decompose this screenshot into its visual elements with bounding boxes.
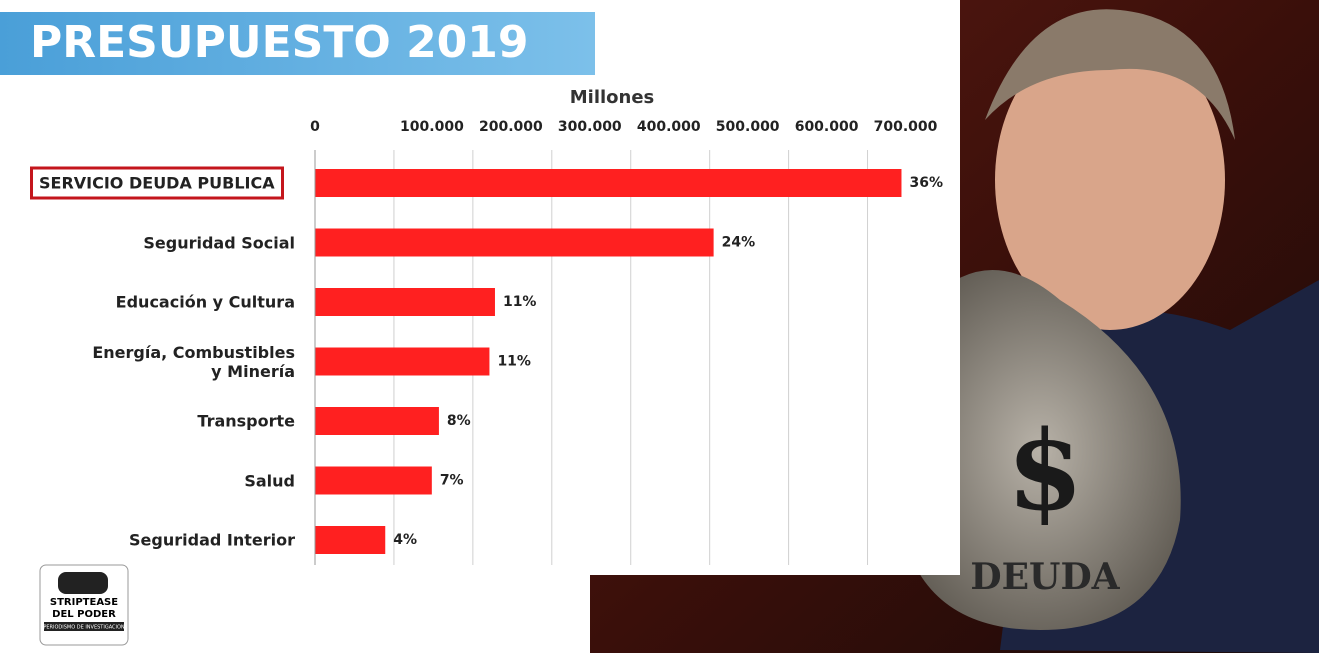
category-label: SERVICIO DEUDA PUBLICA bbox=[30, 166, 284, 200]
bar-label: 24% bbox=[722, 235, 756, 251]
bar bbox=[315, 347, 490, 376]
face bbox=[995, 30, 1225, 330]
x-tick-label: 400.000 bbox=[637, 119, 701, 135]
category-label: Salud bbox=[244, 471, 295, 490]
bar-label: 36% bbox=[909, 175, 943, 191]
hair bbox=[985, 9, 1235, 140]
x-tick-label: 500.000 bbox=[716, 119, 780, 135]
bar-label: 4% bbox=[393, 532, 417, 548]
chart-panel bbox=[0, 0, 960, 653]
bag-text: DEUDA bbox=[970, 556, 1120, 598]
category-label: Energía, Combustibles y Minería bbox=[92, 342, 295, 381]
x-tick-label: 700.000 bbox=[874, 119, 938, 135]
logo-text: STRIPTEASE bbox=[50, 597, 118, 608]
bar bbox=[315, 407, 439, 435]
title-banner bbox=[0, 12, 595, 75]
x-tick-label: 200.000 bbox=[479, 119, 543, 135]
bar-label: 11% bbox=[497, 354, 531, 370]
bar bbox=[315, 169, 902, 197]
category-label: Educación y Cultura bbox=[115, 292, 295, 312]
x-tick-label: 300.000 bbox=[558, 119, 622, 135]
category-label: Seguridad Social bbox=[143, 233, 295, 252]
title: PRESUPUESTO 2019 bbox=[30, 17, 529, 68]
bar bbox=[315, 526, 386, 554]
logo-text: PERIODISMO DE INVESTIGACION bbox=[43, 625, 125, 631]
bar-label: 11% bbox=[503, 294, 537, 310]
axis-title: Millones bbox=[570, 87, 655, 108]
logo-icon bbox=[58, 572, 108, 594]
bag-symbol: $ bbox=[1007, 406, 1084, 535]
category-label: Seguridad Interior bbox=[129, 530, 295, 550]
bar bbox=[315, 288, 495, 316]
bar bbox=[315, 466, 432, 495]
logo: STRIPTEASE DEL PODER PERIODISMO DE INVES… bbox=[39, 564, 129, 646]
category-label: Transporte bbox=[197, 411, 295, 431]
x-tick-label: 600.000 bbox=[795, 119, 859, 135]
bar-label: 8% bbox=[447, 413, 471, 429]
money-bag bbox=[898, 270, 1181, 630]
bar-label: 7% bbox=[440, 473, 464, 489]
x-tick-label: 100.000 bbox=[400, 119, 464, 135]
logo-text: DEL PODER bbox=[52, 609, 116, 620]
logo-strip bbox=[44, 622, 124, 631]
bar bbox=[315, 228, 714, 257]
x-tick-label: 0 bbox=[310, 119, 320, 135]
